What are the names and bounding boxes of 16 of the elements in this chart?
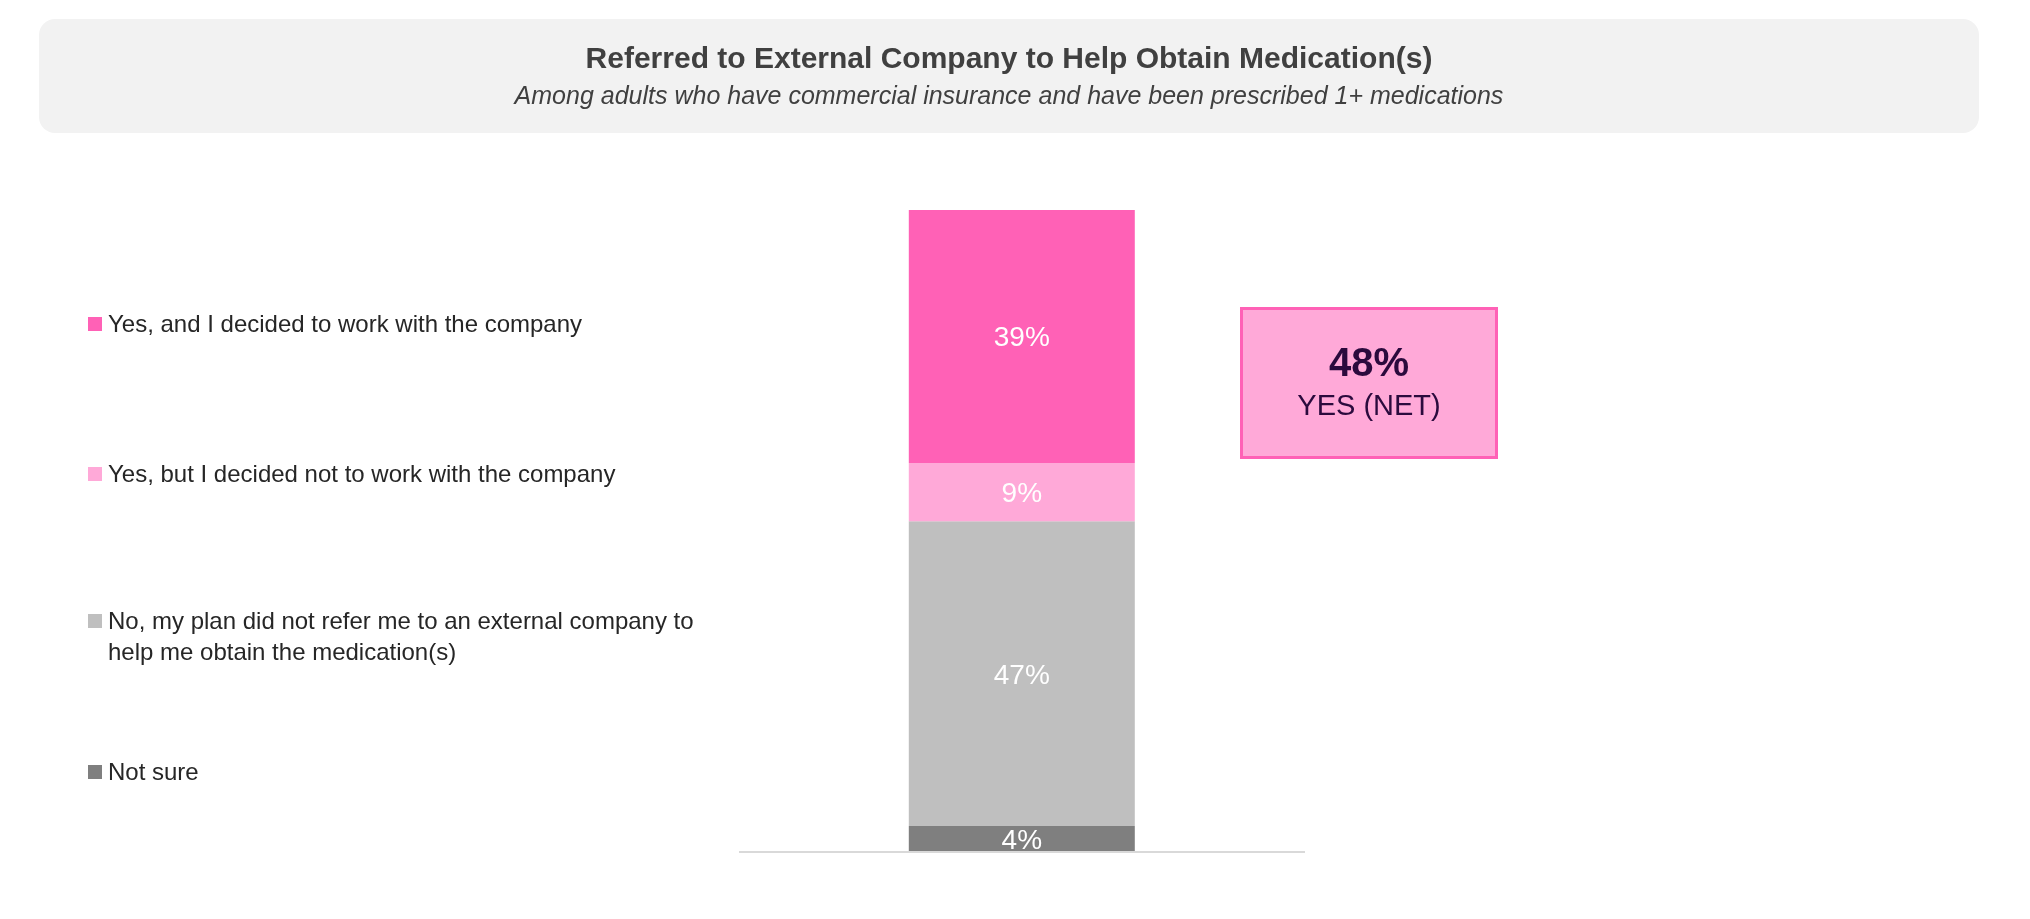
- legend-label: No, my plan did not refer me to an external company to help me obtain the medication(s): [108, 606, 695, 667]
- bar: [908, 521, 1135, 827]
- legend-label: Yes, and I decided to work with the company: [108, 309, 583, 339]
- bar: [908, 462, 1135, 522]
- data-label: 9%: [1001, 477, 1043, 509]
- data-label: 39%: [993, 321, 1050, 353]
- text: YES (NET): [1296, 389, 1442, 422]
- chart-subtitle: Among adults who have commercial insurance and have been prescribed 1+ medications: [512, 81, 1505, 110]
- bar: [908, 210, 1135, 463]
- bar: [908, 826, 1135, 852]
- chart-title: Referred to External Company to Help Obtain Medication(s): [584, 41, 1434, 75]
- legend-label: Yes, but I decided not to work with the company: [108, 459, 616, 489]
- data-label: 4%: [1001, 823, 1043, 855]
- legend-label: Not sure: [108, 757, 199, 787]
- data-label: 47%: [993, 658, 1050, 690]
- text: 48%: [1327, 340, 1411, 385]
